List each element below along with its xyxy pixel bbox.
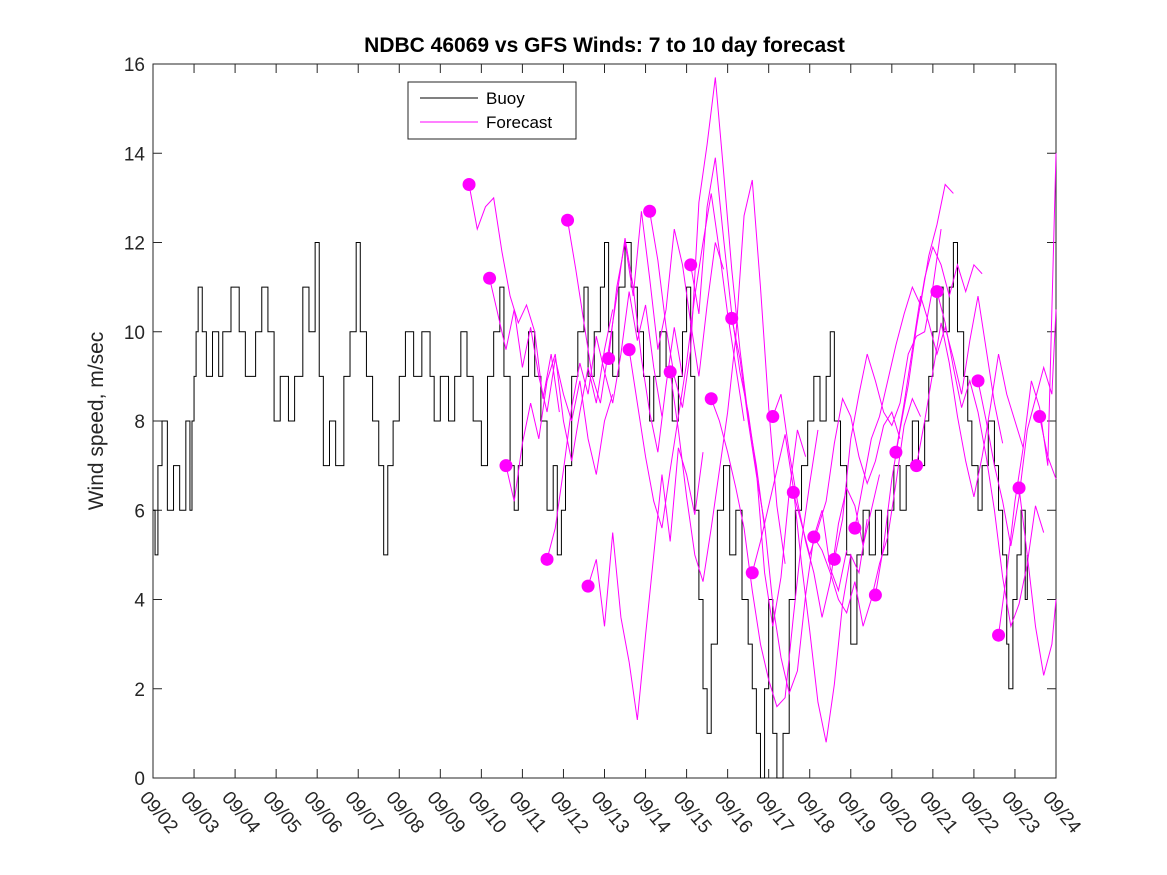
y-tick-label: 2	[134, 680, 145, 701]
forecast-start-point	[643, 204, 657, 218]
x-tick-label: 09/20	[874, 788, 921, 838]
forecast-start-point	[561, 213, 575, 227]
forecast-run-line	[628, 193, 745, 529]
forecast-start-point	[868, 588, 882, 602]
x-tick-label: 09/02	[135, 788, 182, 838]
y-tick-label: 0	[134, 769, 145, 790]
forecast-run-line	[874, 245, 983, 596]
x-tick-label: 09/17	[751, 788, 798, 838]
x-tick-label: 09/24	[1038, 788, 1085, 838]
forecast-run-line	[772, 394, 880, 618]
forecast-run-line	[833, 229, 942, 560]
legend-label-forecast: Forecast	[486, 113, 552, 132]
forecast-run-line	[854, 183, 954, 529]
x-tick-label: 09/11	[505, 788, 551, 837]
forecast-start-point	[827, 552, 841, 566]
forecast-start-point	[930, 285, 944, 299]
y-tick-label: 8	[134, 412, 145, 433]
y-tick-label: 14	[124, 144, 146, 165]
forecast-run-line	[567, 220, 683, 453]
y-axis-label: Wind speed, m/sec	[85, 332, 108, 511]
forecast-start-point	[462, 177, 476, 191]
forecast-run-line	[587, 447, 704, 721]
x-tick-label: 09/03	[176, 788, 223, 838]
forecast-start-point	[766, 410, 780, 424]
forecast-run-line	[731, 318, 848, 695]
forecast-run-line	[915, 322, 1024, 497]
legend: Buoy Forecast	[407, 81, 577, 140]
forecast-start-point	[483, 271, 497, 285]
x-tick-labels: 09/0209/0309/0409/0509/0609/0709/0809/09…	[135, 788, 1085, 838]
x-tick-label: 09/07	[340, 788, 387, 838]
forecast-start-point	[540, 552, 554, 566]
forecast-start-point	[602, 352, 616, 366]
forecast-start-point	[684, 258, 698, 272]
forecast-start-point	[889, 445, 903, 459]
y-tick-label: 16	[124, 55, 145, 76]
tick-marks	[152, 63, 1057, 779]
forecast-start-point	[1012, 481, 1026, 495]
forecast-series	[468, 77, 1057, 743]
forecast-run-line	[1039, 416, 1057, 480]
legend-box	[407, 81, 577, 140]
forecast-run-line	[546, 291, 663, 560]
forecast-start-point	[725, 311, 739, 325]
x-tick-label: 09/23	[997, 788, 1044, 838]
forecast-run-line	[1018, 487, 1057, 676]
forecast-run-line	[669, 179, 786, 582]
forecast-start-point	[848, 521, 862, 535]
forecast-run-line	[505, 309, 614, 502]
forecast-start-point	[786, 485, 800, 499]
x-tick-label: 09/15	[669, 788, 716, 838]
x-tick-label: 09/12	[546, 788, 593, 838]
forecast-start-point	[807, 530, 821, 544]
forecast-start-point	[745, 566, 759, 580]
forecast-run-line	[690, 157, 807, 627]
forecast-start-point	[581, 579, 595, 593]
x-tick-label: 09/06	[299, 788, 346, 838]
x-tick-label: 09/13	[587, 788, 634, 838]
forecast-run-line	[792, 397, 901, 557]
plot-area	[152, 63, 1057, 779]
forecast-run-line	[489, 278, 614, 475]
forecast-start-point	[909, 459, 923, 473]
x-tick-label: 09/21	[915, 788, 962, 838]
forecast-run-line	[751, 434, 868, 743]
legend-label-buoy: Buoy	[486, 89, 525, 108]
forecast-start-point	[992, 628, 1006, 642]
forecast-start-point	[663, 365, 677, 379]
y-tick-label: 10	[124, 323, 145, 344]
forecast-start-point	[971, 374, 985, 388]
chart-title: NDBC 46069 vs GFS Winds: 7 to 10 day for…	[364, 34, 845, 57]
x-tick-label: 09/10	[464, 788, 511, 838]
x-tick-label: 09/18	[792, 788, 839, 838]
forecast-run-line	[936, 291, 1045, 629]
forecast-start-point	[622, 343, 636, 357]
forecast-run-line	[608, 211, 725, 377]
x-tick-label: 09/19	[833, 788, 880, 838]
x-tick-label: 09/22	[956, 788, 1003, 838]
y-tick-labels: 0 2 4 6 8 10 12 14 16	[124, 55, 146, 790]
x-tick-label: 09/08	[381, 788, 428, 838]
x-tick-label: 09/16	[710, 788, 757, 838]
y-tick-label: 12	[124, 234, 145, 255]
y-tick-label: 6	[134, 501, 145, 522]
forecast-start-markers	[462, 177, 1047, 642]
forecast-run-line	[649, 77, 766, 529]
forecast-start-point	[499, 459, 513, 473]
forecast-run-line	[977, 309, 1057, 547]
forecast-start-point	[704, 392, 718, 406]
x-tick-label: 09/04	[217, 788, 264, 838]
forecast-run-line	[813, 397, 922, 627]
x-tick-label: 09/05	[258, 788, 305, 838]
forecast-run-line	[998, 153, 1057, 636]
y-tick-label: 4	[134, 591, 145, 612]
x-tick-label: 09/14	[628, 788, 675, 838]
forecast-start-point	[1033, 410, 1047, 424]
x-tick-label: 09/09	[422, 788, 469, 838]
